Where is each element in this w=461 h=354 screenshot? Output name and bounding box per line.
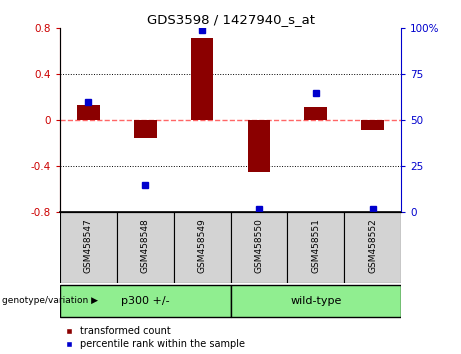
Bar [174, 212, 230, 283]
Bar [134, 120, 157, 138]
Bar [60, 212, 117, 283]
Title: GDS3598 / 1427940_s_at: GDS3598 / 1427940_s_at [147, 13, 314, 26]
Text: GSM458551: GSM458551 [311, 218, 320, 273]
Bar [361, 120, 384, 130]
Bar [191, 38, 213, 120]
Bar [230, 212, 287, 283]
Bar [77, 105, 100, 120]
Text: GSM458552: GSM458552 [368, 218, 377, 273]
Text: wild-type: wild-type [290, 296, 342, 306]
Text: GSM458547: GSM458547 [84, 218, 93, 273]
Bar [230, 285, 401, 317]
Bar [60, 285, 230, 317]
Bar [304, 107, 327, 120]
Bar [287, 212, 344, 283]
Text: GSM458548: GSM458548 [141, 218, 150, 273]
Bar [117, 212, 174, 283]
Text: p300 +/-: p300 +/- [121, 296, 170, 306]
Text: GSM458549: GSM458549 [198, 218, 207, 273]
Legend: transformed count, percentile rank within the sample: transformed count, percentile rank withi… [65, 326, 245, 349]
Text: genotype/variation ▶: genotype/variation ▶ [2, 296, 98, 306]
Bar [248, 120, 270, 172]
Bar [344, 212, 401, 283]
Text: GSM458550: GSM458550 [254, 218, 263, 273]
